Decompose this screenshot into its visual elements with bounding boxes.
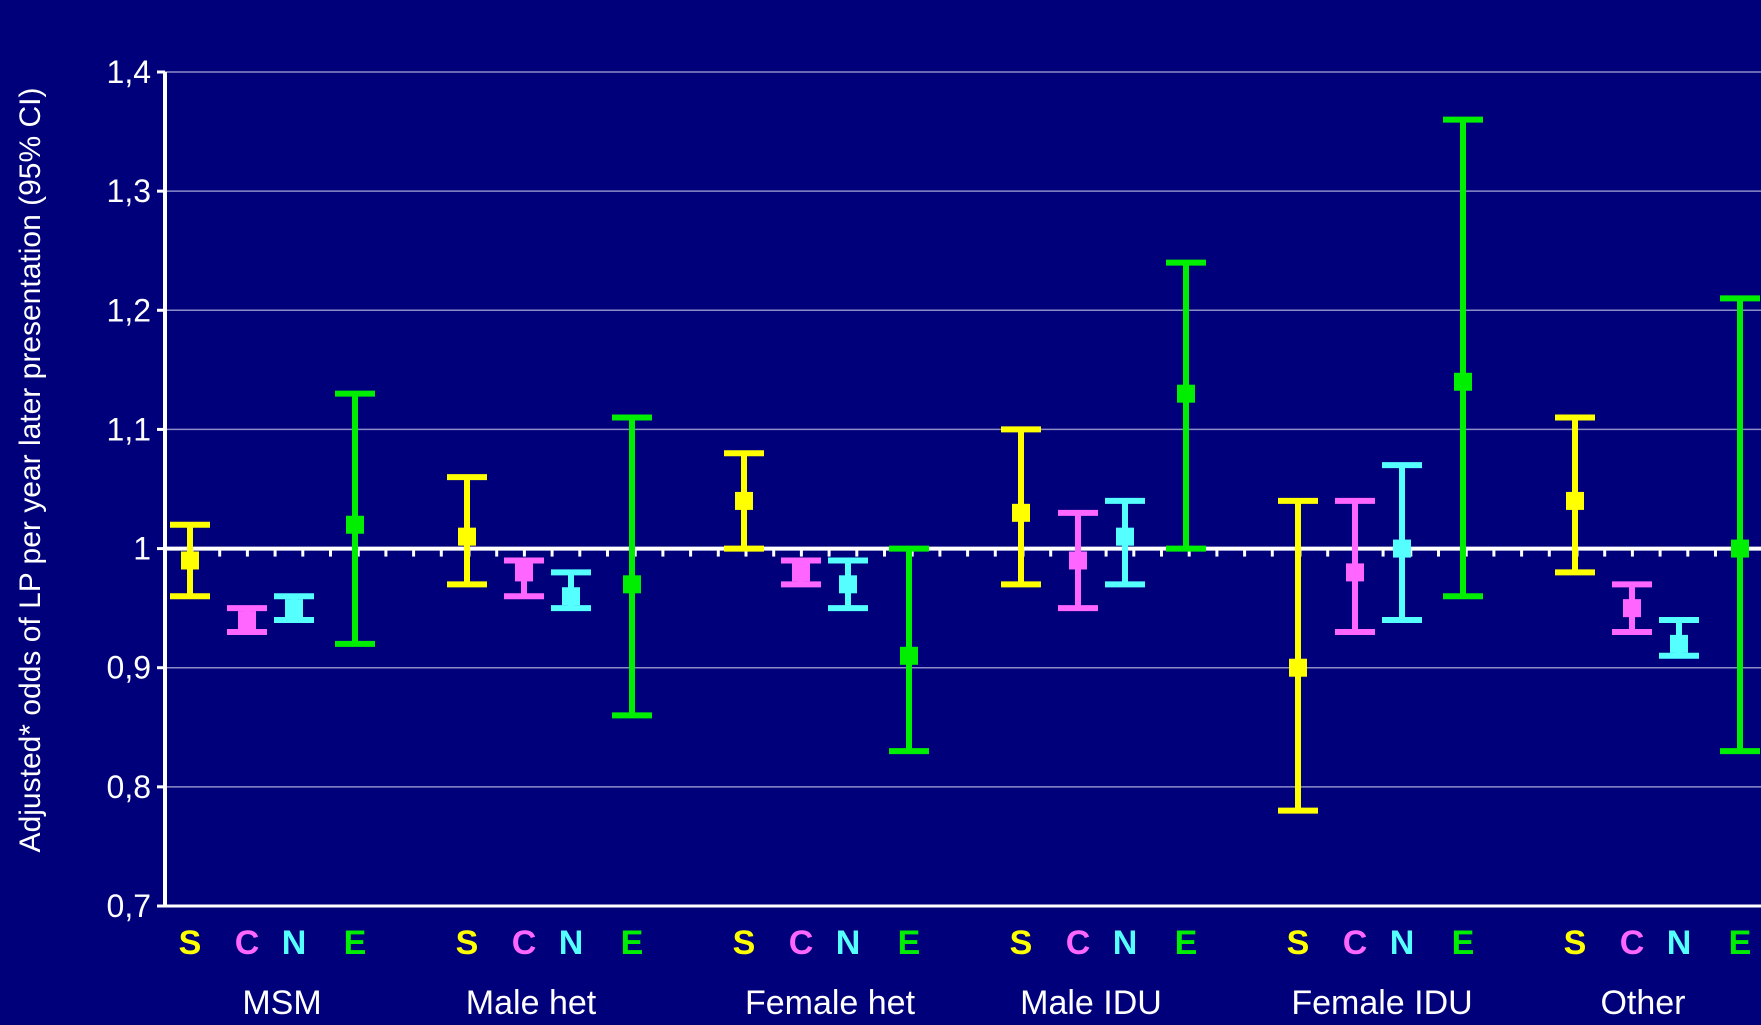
group-male-idu — [1001, 259, 1206, 612]
group-msm — [170, 390, 375, 647]
subcategory-label: N — [836, 924, 861, 962]
point-estimate-marker — [515, 563, 533, 582]
y-tick-label: 1,2 — [107, 292, 151, 328]
point-estimate-marker — [1289, 658, 1307, 677]
subcategory-label: S — [1287, 924, 1310, 962]
group-label: Female het — [745, 984, 916, 1020]
subcategory-label: N — [1667, 924, 1692, 962]
y-tick-label: 1,3 — [107, 173, 151, 209]
subcategory-label: S — [733, 924, 756, 962]
subcategory-label: C — [789, 924, 814, 962]
point-estimate-marker — [238, 611, 256, 630]
point-estimate-marker — [1670, 634, 1688, 653]
subcategory-label: E — [1452, 924, 1475, 962]
point-estimate-marker — [1012, 503, 1030, 522]
subcategory-label: S — [456, 924, 479, 962]
point-estimate-marker — [1623, 599, 1641, 618]
point-estimate-marker — [623, 575, 641, 594]
point-estimate-marker — [1731, 539, 1749, 558]
point-estimate-marker — [1393, 539, 1411, 558]
point-estimate-marker — [346, 515, 364, 534]
group-male-het — [447, 414, 652, 719]
y-tick-label: 0,7 — [107, 888, 151, 924]
point-estimate-marker — [562, 587, 580, 606]
subcategory-label: E — [621, 924, 644, 962]
point-estimate-marker — [1566, 491, 1584, 510]
subcategory-label: S — [1010, 924, 1033, 962]
point-estimate-marker — [285, 599, 303, 618]
y-tick-label: 1,1 — [107, 411, 151, 447]
subcategory-label: C — [1066, 924, 1091, 962]
y-axis-label: Adjusted* odds of LP per year later pres… — [14, 88, 47, 853]
group-label: Other — [1600, 984, 1685, 1020]
point-estimate-marker — [735, 491, 753, 510]
subcategory-label: S — [179, 924, 202, 962]
point-estimate-marker — [1116, 527, 1134, 546]
group-label: MSM — [242, 984, 321, 1020]
subcategory-label: C — [235, 924, 260, 962]
error-bars-layer — [170, 116, 1760, 814]
axis-layer — [157, 70, 1761, 908]
point-estimate-marker — [839, 575, 857, 594]
subcategory-label: N — [282, 924, 307, 962]
subcategory-label: E — [1729, 924, 1752, 962]
point-estimate-marker — [1346, 563, 1364, 582]
grid-layer — [165, 71, 1761, 788]
point-estimate-marker — [1177, 384, 1195, 403]
y-tick-label: 0,9 — [107, 650, 151, 686]
subcategory-label: S — [1564, 924, 1587, 962]
point-estimate-marker — [1069, 551, 1087, 570]
point-estimate-marker — [1454, 372, 1472, 391]
point-estimate-marker — [900, 646, 918, 665]
subcategory-label: N — [1113, 924, 1138, 962]
y-tick-label: 0,8 — [107, 769, 151, 805]
group-label: Female IDU — [1291, 984, 1472, 1020]
subcategory-label: E — [344, 924, 367, 962]
group-label: Male het — [466, 984, 597, 1020]
subcategory-label: N — [559, 924, 584, 962]
y-tick-label: 1,4 — [107, 54, 151, 90]
point-estimate-marker — [181, 551, 199, 570]
subcategory-label: E — [898, 924, 921, 962]
y-tick-label: 1 — [133, 531, 151, 567]
subcategory-label: E — [1175, 924, 1198, 962]
point-estimate-marker — [792, 563, 810, 582]
point-estimate-marker — [458, 527, 476, 546]
group-female-het — [724, 450, 929, 755]
subcategory-label: N — [1390, 924, 1415, 962]
group-label: Male IDU — [1020, 984, 1162, 1020]
group-female-idu — [1278, 116, 1483, 814]
group-other — [1555, 295, 1760, 755]
subcategory-label: C — [1343, 924, 1368, 962]
subcategory-label: C — [512, 924, 537, 962]
subcategory-label: C — [1620, 924, 1645, 962]
